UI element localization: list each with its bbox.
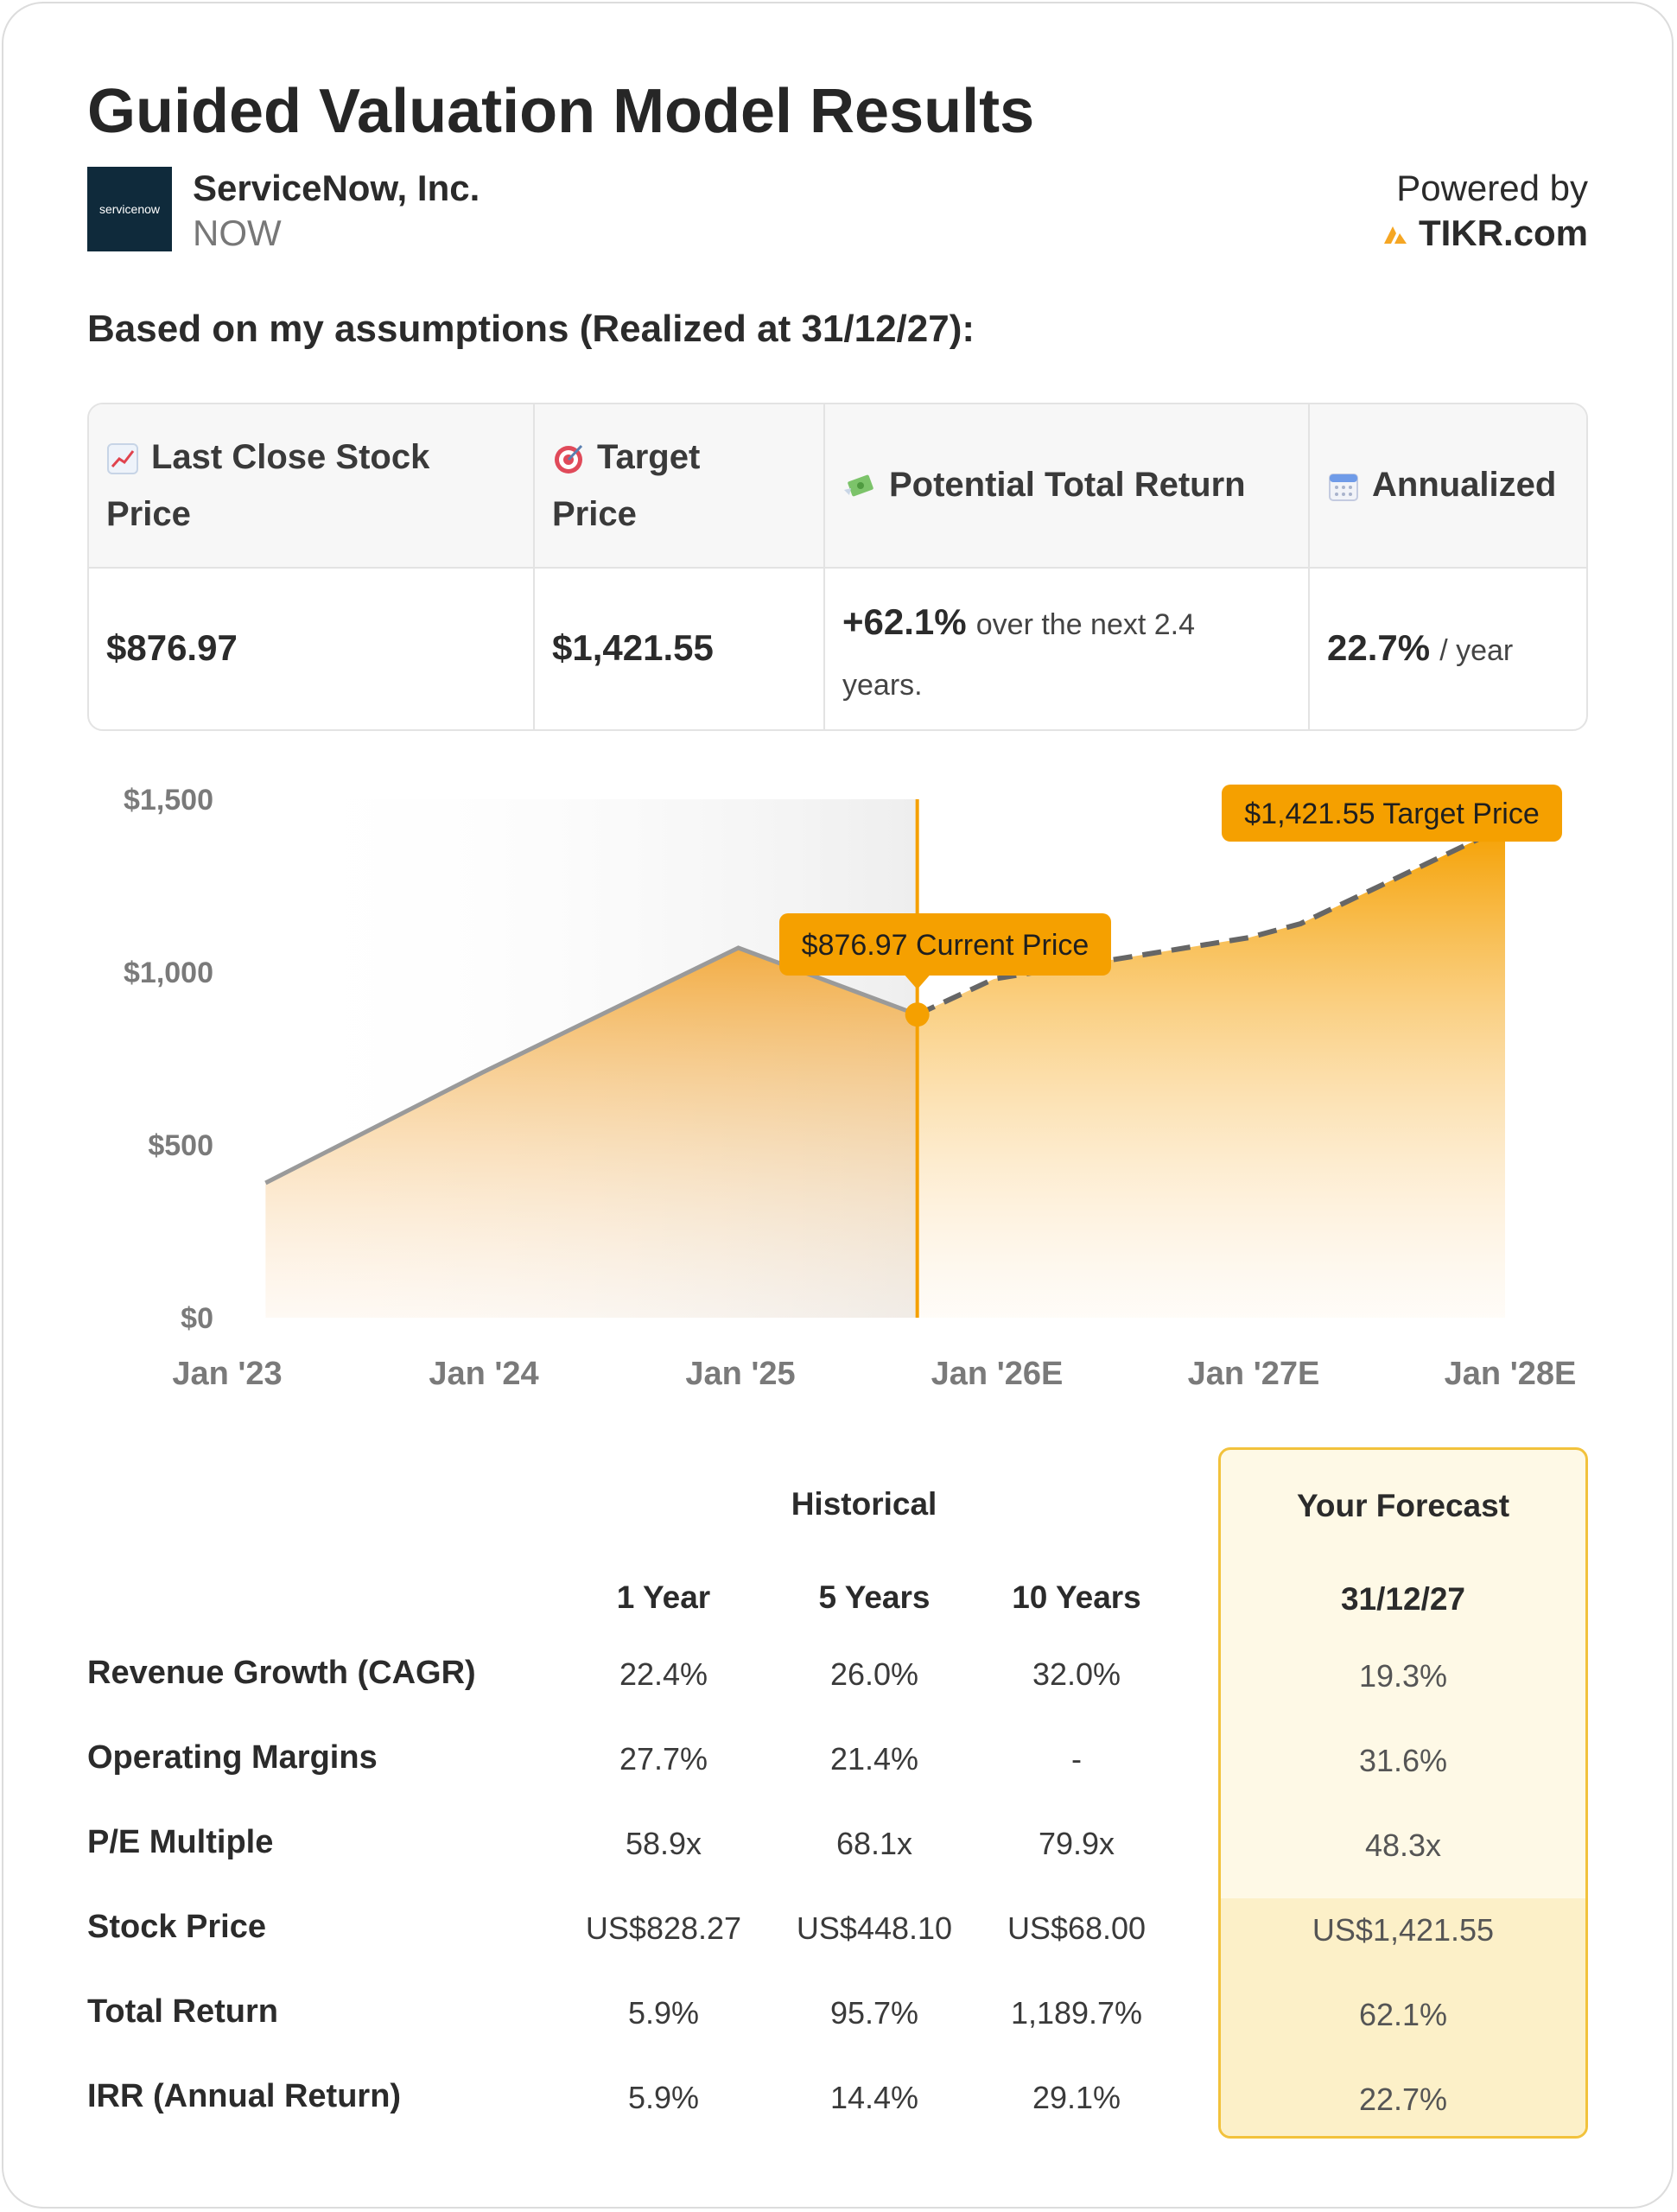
metric-forecast-value: 31.6% <box>1358 1743 1448 1778</box>
y-tick-label: $1,500 <box>124 784 213 817</box>
calendar-icon <box>1329 474 1358 502</box>
forecast-price-line <box>916 823 1507 1017</box>
y-tick-label: $500 <box>148 1129 213 1162</box>
forecast-highlight <box>1221 1898 1585 2136</box>
metric-row-label: Total Return <box>87 1993 278 2030</box>
return-percent: +62.1% <box>842 601 967 642</box>
metric-forecast-value: 62.1% <box>1358 1997 1448 2032</box>
y-tick-label: $0 <box>181 1302 213 1335</box>
powered-by-label: Powered by <box>1396 168 1588 208</box>
metrics-table: Historical Your Forecast 1 Year 5 Years … <box>0 1434 1677 2160</box>
x-tick-label: Jan '24 <box>429 1356 538 1392</box>
x-tick-label: Jan '25 <box>685 1356 795 1392</box>
metric-forecast-value: 22.7% <box>1358 2082 1448 2117</box>
metric-historical-value: 27.7% <box>619 1741 708 1777</box>
forecast-area <box>917 826 1505 1318</box>
return-suffix-line2: years. <box>842 669 923 702</box>
x-tick-label: Jan '23 <box>172 1356 282 1392</box>
header-last-close-line2: Price <box>106 495 191 533</box>
header-annualized: Annualized <box>1327 456 1586 513</box>
header-target-line1: Target <box>597 438 701 476</box>
metric-forecast-value: US$1,421.55 <box>1312 1912 1495 1948</box>
metric-historical-value: 5.9% <box>627 1995 700 2031</box>
last-close-value: $876.97 <box>106 627 238 668</box>
current-price-tag <box>779 913 1111 976</box>
header-target: Target Price <box>552 429 811 543</box>
target-icon <box>555 445 583 474</box>
x-tick-label: Jan '26E <box>931 1356 1064 1392</box>
metric-historical-value: 32.0% <box>1032 1656 1121 1692</box>
header-potential-return: Potential Total Return <box>842 456 1300 513</box>
x-tick-label: Jan '27E <box>1188 1356 1320 1392</box>
forecast-date-header: 31/12/27 <box>1340 1581 1466 1617</box>
metric-historical-value: US$448.10 <box>796 1910 953 1946</box>
company-ticker: NOW <box>193 213 282 253</box>
metric-row-label: Revenue Growth (CAGR) <box>87 1655 476 1691</box>
metric-forecast-value: 19.3% <box>1358 1658 1448 1694</box>
column-10-years: 10 Years <box>1012 1580 1141 1615</box>
metric-historical-value: 68.1x <box>835 1826 913 1861</box>
metric-historical-value: 79.9x <box>1038 1826 1115 1861</box>
metric-historical-value: 21.4% <box>829 1741 919 1777</box>
historical-price-line <box>264 945 918 1185</box>
metric-historical-value: 26.0% <box>829 1656 919 1692</box>
y-tick-label: $1,000 <box>124 957 213 989</box>
company-logo-text: servicenow <box>98 202 161 216</box>
return-suffix-line1: over the next 2.4 <box>975 608 1196 641</box>
tikr-logo-icon <box>1383 226 1407 244</box>
metric-historical-value: US$68.00 <box>1007 1910 1147 1946</box>
summary-table: Last Close Stock Price Target Price Pote… <box>87 403 1588 731</box>
header-target-line2: Price <box>552 495 637 533</box>
historical-area <box>265 948 918 1318</box>
price-chart: $0 $500 $1,000 $1,500 Jan '23 Jan '24 Jan '25… <box>0 760 1677 1417</box>
forecast-column <box>1218 1447 1588 2139</box>
metric-historical-value: 58.9x <box>625 1826 702 1861</box>
price-chart-svg: $0 $500 $1,000 $1,500 Jan '23 Jan '24 Jan '25… <box>124 784 1577 1392</box>
target-price-annotation: $1,421.55 Target Price <box>1244 798 1540 830</box>
column-5-years: 5 Years <box>818 1580 931 1615</box>
current-price-point <box>905 1002 930 1027</box>
column-1-year: 1 Year <box>616 1580 711 1615</box>
header-last-close-line1: Last Close Stock <box>151 438 430 476</box>
column-divider <box>823 404 825 729</box>
metric-historical-value: 22.4% <box>619 1656 708 1692</box>
metric-historical-value: 1,189.7% <box>1010 1995 1143 2031</box>
x-tick-label: Jan '28E <box>1445 1356 1577 1392</box>
column-divider <box>533 404 535 729</box>
target-value: $1,421.55 <box>552 627 714 668</box>
metric-historical-value: 95.7% <box>829 1995 919 2031</box>
header-last-close: Last Close Stock Price <box>106 429 521 543</box>
metric-row-label: IRR (Annual Return) <box>87 2078 402 2114</box>
forecast-group-header: Your Forecast <box>1296 1488 1510 1523</box>
metric-historical-value: 14.4% <box>829 2080 919 2115</box>
money-with-wings-icon <box>844 475 873 497</box>
tikr-brand-text: TIKR.com <box>1418 213 1588 253</box>
annualized-suffix: / year <box>1439 634 1514 667</box>
metric-forecast-value: 48.3x <box>1364 1827 1442 1863</box>
metric-historical-value: 5.9% <box>627 2080 700 2115</box>
chart-increasing-icon <box>107 443 138 475</box>
metric-row-label: P/E Multiple <box>87 1824 274 1860</box>
header-annualized-label: Annualized <box>1372 466 1557 504</box>
company-name: ServiceNow, Inc. <box>193 168 480 208</box>
current-price-tag-pointer <box>905 976 930 989</box>
metric-row-label: Stock Price <box>87 1909 266 1945</box>
metric-historical-value: - <box>1071 1741 1082 1777</box>
target-price-tag <box>1222 785 1562 842</box>
potential-return-value: +62.1% over the next 2.4 years. <box>842 593 1292 715</box>
current-price-annotation: $876.97 Current Price <box>802 929 1089 962</box>
tikr-link[interactable]: TIKR.com <box>1382 213 1588 254</box>
annualized-value: 22.7% / year <box>1327 627 1513 669</box>
header-potential-return-label: Potential Total Return <box>889 466 1246 504</box>
metric-historical-value: 29.1% <box>1032 2080 1121 2115</box>
historical-group-header: Historical <box>791 1486 937 1522</box>
company-logo: servicenow <box>87 167 172 251</box>
page-title: Guided Valuation Model Results <box>87 77 1035 146</box>
metric-historical-value: US$828.27 <box>585 1910 742 1946</box>
annualized-percent: 22.7% <box>1327 627 1431 668</box>
assumption-heading: Based on my assumptions (Realized at 31/… <box>87 308 975 350</box>
column-divider <box>1308 404 1310 729</box>
metric-row-label: Operating Margins <box>87 1739 378 1776</box>
